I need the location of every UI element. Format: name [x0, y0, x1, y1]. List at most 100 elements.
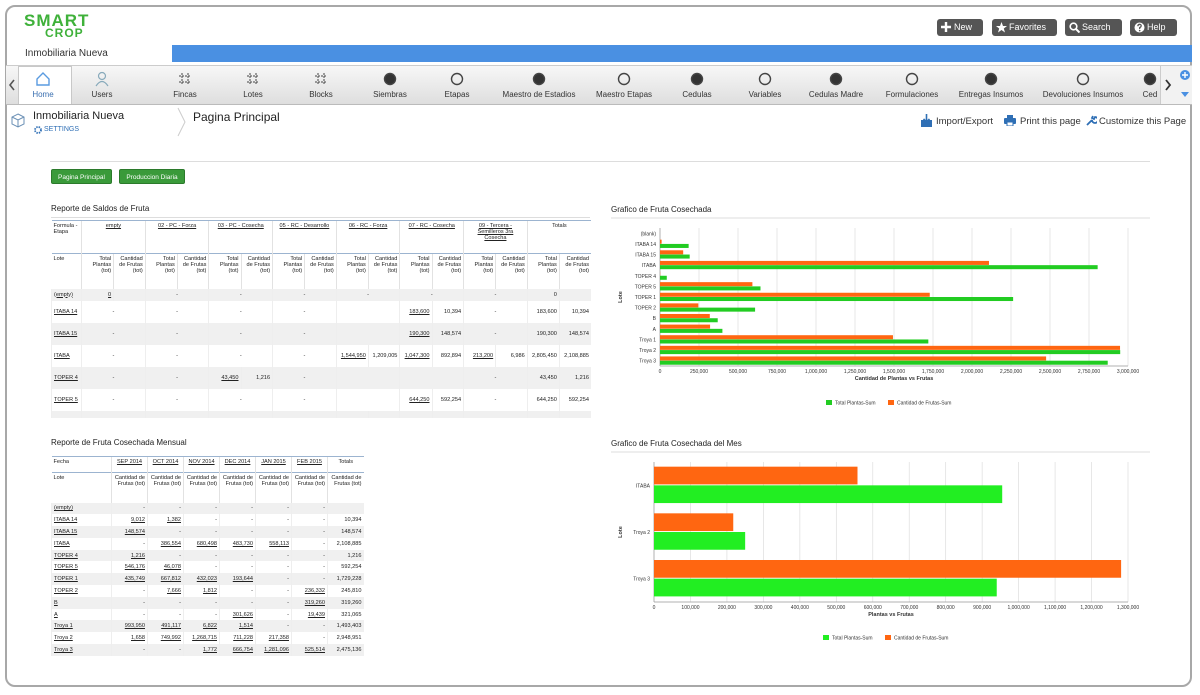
- nav-item[interactable]: Cedulas: [652, 66, 742, 104]
- nav-item[interactable]: Devoluciones Insumos: [1038, 66, 1128, 104]
- table-cell: 558,113: [255, 537, 292, 550]
- empty-cell: [335, 300, 400, 323]
- search-button[interactable]: Search: [1065, 19, 1122, 36]
- print-link[interactable]: Print this page: [1020, 116, 1081, 127]
- table-cell: 993,950: [111, 620, 148, 633]
- table-cell: -: [291, 573, 328, 586]
- table-cell: 1,729,228: [327, 573, 364, 586]
- nav-item[interactable]: Formulaciones: [867, 66, 957, 104]
- nav-item[interactable]: Ced: [1105, 66, 1192, 104]
- y-tick-label: Troya 1: [639, 337, 656, 343]
- sub-header: Total Plantas (tot): [81, 253, 114, 289]
- y-tick-label: ITABA 14: [635, 242, 656, 248]
- nav-item[interactable]: Maestro de Estadios: [494, 66, 584, 104]
- empty-cell: [335, 366, 400, 389]
- new-button[interactable]: New: [937, 19, 983, 36]
- table-cell: 10,394: [327, 514, 364, 527]
- table-cell: 1,382: [147, 514, 184, 527]
- x-tick-label: 1,750,000: [922, 369, 944, 375]
- table-cell: 1,514: [219, 620, 256, 633]
- tab-button[interactable]: Produccion Diaria: [119, 169, 185, 184]
- x-tick-label: 600,000: [864, 605, 882, 611]
- sub-header: Total Plantas (tot): [335, 253, 369, 289]
- bar: [660, 297, 1014, 302]
- nav-icon: [36, 72, 50, 86]
- table-row: TOPER 4 1,216- - - - -1,216: [51, 549, 364, 562]
- table-cell: -: [147, 644, 184, 656]
- nav-item[interactable]: Cedulas Madre: [791, 66, 881, 104]
- help-icon: [1134, 22, 1145, 33]
- table-row: (empty) 0- - - - - -0: [51, 288, 591, 301]
- table-cell: -: [111, 608, 148, 621]
- x-tick-label: 750,000: [768, 369, 786, 375]
- table-cell: -: [144, 366, 209, 389]
- y-tick-label: B: [653, 316, 657, 322]
- settings-link[interactable]: SETTINGS: [44, 126, 80, 133]
- sub-header: Total Plantas (tot): [144, 253, 178, 289]
- table-cell: 236,332: [291, 585, 328, 597]
- help-button[interactable]: Help: [1130, 19, 1177, 36]
- bar: [660, 307, 756, 312]
- row-label: TOPER 5: [51, 561, 112, 574]
- nav-item[interactable]: Variables: [720, 66, 810, 104]
- group-header: 09 - Tercera - Semilleros 3ra Cosecha: [463, 220, 528, 254]
- bar: [660, 275, 667, 280]
- table-cell: -: [183, 596, 220, 609]
- table-cell: -: [272, 344, 337, 367]
- item-icon: [450, 72, 464, 86]
- button-label: New: [954, 22, 973, 32]
- table-cell: -: [219, 526, 256, 538]
- table-cell: -: [272, 388, 337, 411]
- nav-item[interactable]: Entregas Insumos: [946, 66, 1036, 104]
- table-cell: 570,400: [335, 410, 369, 418]
- y-tick-label: Troya 3: [633, 577, 650, 583]
- table-cell: 644,250: [399, 388, 432, 411]
- nav-item[interactable]: Blocks: [276, 66, 366, 104]
- tab-button[interactable]: Pagina Principal: [51, 169, 112, 184]
- group-header: empty: [81, 220, 146, 254]
- x-tick-label: 500,000: [729, 369, 747, 375]
- table-cell: 6,986: [495, 344, 528, 367]
- table-cell: 1,216: [327, 549, 364, 562]
- table-cell: 711,228: [219, 632, 256, 645]
- button-label: Favorites: [1009, 22, 1047, 32]
- import-export-link[interactable]: Import/Export: [936, 116, 994, 127]
- table-cell: 1,216: [558, 366, 591, 389]
- x-tick-label: 2,250,000: [1000, 369, 1022, 375]
- nav-item[interactable]: Fincas: [140, 66, 230, 104]
- x-tick-label: 1,000,000: [805, 369, 827, 375]
- table-cell: 10,394: [431, 300, 464, 323]
- table-cell: -: [111, 585, 148, 597]
- bar: [654, 560, 1122, 578]
- nav-add[interactable]: [1179, 69, 1191, 101]
- customize-link[interactable]: Customize this Page: [1099, 116, 1187, 127]
- nav-item[interactable]: Lotes: [208, 66, 298, 104]
- favorites-button[interactable]: Favorites: [992, 19, 1057, 36]
- table-cell: 1,281,096: [255, 644, 292, 656]
- cube-icon: [11, 113, 25, 128]
- y-axis-label: Lote: [618, 526, 624, 538]
- nav-item[interactable]: Etapas: [412, 66, 502, 104]
- nav-item[interactable]: Home: [6, 66, 88, 104]
- nav-item[interactable]: Users: [57, 66, 147, 104]
- nav-label: Maestro de Estadios: [502, 90, 576, 99]
- table-row: ITABA -386,554 680,498 483,730 558,113-2,108…: [51, 537, 364, 550]
- sub-header: Cantidad de Frutas (tot): [495, 253, 528, 289]
- company-title: Inmobiliaria Nueva: [33, 110, 125, 122]
- table-cell: -: [81, 344, 146, 367]
- nav-right[interactable]: [1164, 79, 1172, 91]
- nav-item[interactable]: Maestro Etapas: [579, 66, 669, 104]
- table-cell: 6,822: [183, 620, 220, 633]
- table-cell: -: [147, 596, 184, 609]
- nav-left[interactable]: [8, 79, 16, 91]
- bar: [660, 292, 930, 297]
- nav-label: Maestro Etapas: [595, 90, 653, 99]
- table-cell: 1,216: [111, 549, 148, 562]
- grid-icon: [179, 73, 191, 85]
- nav-item[interactable]: Siembras: [345, 66, 435, 104]
- table-cell: 1,216: [240, 366, 273, 389]
- nav-icon: [905, 72, 919, 86]
- gear-icon: [34, 126, 42, 134]
- header-row: Lote Total Plantas (tot) Cantidad de Fruta…: [51, 253, 591, 289]
- column-header: JAN 2015: [255, 456, 292, 473]
